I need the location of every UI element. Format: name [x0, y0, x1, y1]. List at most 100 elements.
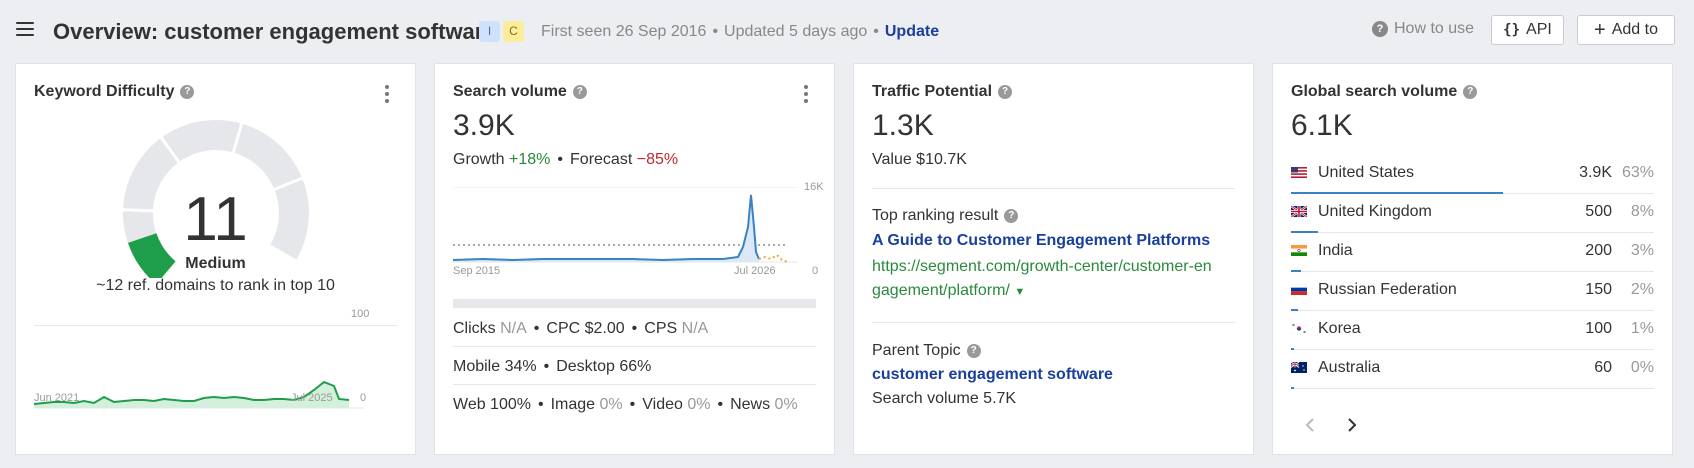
country-volume: 3.9K: [1579, 164, 1612, 181]
sv-chart-y-min: 0: [812, 265, 819, 277]
parent-topic-link[interactable]: customer engagement software: [872, 366, 1113, 383]
top-result-url-line-2[interactable]: gagement/platform/ ▼: [872, 282, 1025, 300]
api-button[interactable]: {} API: [1491, 15, 1564, 45]
sv-range-scrollbar[interactable]: [453, 299, 816, 308]
country-share-bar: [1291, 231, 1318, 233]
kd-gauge-segment-gap: [271, 176, 305, 192]
api-label: API: [1526, 21, 1552, 38]
sv-chart-x-start: Sep 2015: [453, 265, 501, 277]
keyword-difficulty-card: Keyword Difficulty ? 11 Medium ~12 ref. …: [15, 63, 416, 455]
kd-gauge-fill: [127, 232, 177, 278]
country-name: United Kingdom: [1318, 203, 1432, 220]
global-search-volume-card: Global search volume ? 6.1K United State…: [1272, 63, 1673, 455]
sv-clicks-line: Clicks N/A • CPC $2.00 • CPS N/A: [453, 320, 709, 337]
gsv-title: Global search volume ?: [1291, 83, 1478, 101]
country-row-uk[interactable]: United Kingdom 500 8%: [1291, 194, 1654, 233]
update-link[interactable]: Update: [884, 23, 940, 40]
how-to-use-link[interactable]: ? How to use: [1372, 20, 1474, 38]
top-result-title-link[interactable]: A Guide to Customer Engagement Platforms: [872, 232, 1211, 249]
parent-topic-volume: Search volume 5.7K: [872, 390, 1017, 407]
kd-history-chart: [34, 380, 364, 409]
sv-chart-y-max: 16K: [804, 181, 824, 193]
gsv-help-icon[interactable]: ?: [1463, 85, 1478, 99]
next-page-icon[interactable]: [1341, 415, 1361, 435]
sv-divider-1: [453, 346, 816, 347]
intent-badge-informational: I: [479, 21, 500, 42]
country-row-us[interactable]: United States 3.9K 63%: [1291, 155, 1654, 194]
forecast-value: −85%: [636, 151, 679, 168]
menu-icon[interactable]: [16, 22, 34, 36]
braces-icon: {}: [1503, 22, 1521, 38]
parent-topic-help-icon[interactable]: ?: [966, 344, 981, 358]
top-result-heading: Top ranking result ?: [872, 207, 1019, 225]
country-name: United States: [1318, 164, 1415, 181]
video-value: 0%: [687, 396, 711, 413]
sv-more-options-icon[interactable]: [804, 85, 808, 106]
country-row-au[interactable]: Australia 60 0%: [1291, 350, 1654, 389]
kd-value: 11: [183, 185, 248, 254]
parent-topic-heading: Parent Topic ?: [872, 342, 981, 360]
top-result-url-line-1[interactable]: https://segment.com/growth-center/custom…: [872, 258, 1212, 275]
country-name: Russian Federation: [1318, 281, 1457, 298]
top-result-help-icon[interactable]: ?: [1004, 209, 1019, 223]
add-to-button[interactable]: + Add to: [1577, 15, 1675, 45]
news-label: News: [730, 396, 771, 413]
country-volume: 150: [1585, 281, 1612, 298]
kd-help-icon[interactable]: ?: [180, 85, 195, 99]
kd-more-options-icon[interactable]: [385, 85, 389, 106]
sv-growth-line: Growth +18% • Forecast −85%: [453, 151, 679, 168]
country-share-bar: [1291, 387, 1294, 389]
india-flag-icon: [1291, 245, 1307, 256]
header: Overview: customer engagement software I…: [0, 0, 1694, 62]
kd-divider: [34, 325, 397, 326]
caret-down-icon[interactable]: ▼: [1014, 286, 1026, 298]
country-name: Australia: [1318, 359, 1381, 376]
sv-title-label: Search volume: [453, 83, 567, 100]
country-row-in[interactable]: India 200 3%: [1291, 233, 1654, 272]
tp-title: Traffic Potential ?: [872, 83, 1013, 101]
clicks-label: Clicks: [453, 320, 496, 337]
page-title: Overview: customer engagement software: [53, 19, 496, 44]
country-row-ru[interactable]: Russian Federation 150 2%: [1291, 272, 1654, 311]
tp-divider-2: [872, 322, 1235, 323]
growth-value: +18%: [509, 151, 551, 168]
country-name: Korea: [1318, 320, 1361, 337]
parent-topic-label: Parent Topic: [872, 342, 961, 359]
kd-title-label: Keyword Difficulty: [34, 83, 175, 100]
country-volume: 200: [1585, 242, 1612, 259]
help-icon: ?: [1372, 21, 1388, 37]
country-share-bar: [1291, 348, 1294, 350]
tp-value: 1.3K: [872, 109, 934, 142]
top-result-url-text: gagement/platform/: [872, 282, 1010, 299]
country-row-kr[interactable]: Korea 100 1%: [1291, 311, 1654, 350]
country-pct: 2%: [1630, 281, 1654, 298]
kd-note: ~12 ref. domains to rank in top 10: [96, 277, 335, 294]
cps-label: CPS: [644, 320, 678, 337]
image-value: 0%: [599, 396, 623, 413]
keyword-meta: First seen 26 Sep 2016 • Updated 5 days ag…: [541, 23, 940, 40]
country-volume: 500: [1585, 203, 1612, 220]
updated-ago: Updated 5 days ago: [724, 23, 868, 40]
gsv-value: 6.1K: [1291, 109, 1353, 142]
plus-icon: +: [1594, 19, 1606, 41]
web-share: Web 100%: [453, 396, 531, 413]
news-value: 0%: [774, 396, 798, 413]
korea-flag-icon: [1291, 323, 1307, 334]
sv-help-icon[interactable]: ?: [572, 85, 587, 99]
cpc-value: CPC $2.00: [546, 320, 625, 337]
prev-page-icon[interactable]: [1301, 415, 1321, 435]
kd-gauge-segment-gap: [231, 121, 244, 155]
country-share-bar: [1291, 309, 1298, 311]
country-pct: 63%: [1621, 164, 1654, 181]
growth-label: Growth: [453, 151, 505, 168]
tp-divider-1: [872, 188, 1235, 189]
clicks-value: N/A: [500, 320, 527, 337]
top-result-label: Top ranking result: [872, 207, 999, 224]
kd-chart-y-min: 0: [360, 392, 367, 404]
kd-gauge-segment-gap: [121, 208, 156, 213]
tp-help-icon[interactable]: ?: [998, 85, 1013, 99]
us-flag-icon: [1291, 167, 1307, 178]
tp-traffic-value: Value $10.7K: [872, 151, 967, 168]
search-volume-card: Search volume ? 3.9K Growth +18% • Forecas…: [434, 63, 835, 455]
kd-level: Medium: [185, 255, 246, 272]
